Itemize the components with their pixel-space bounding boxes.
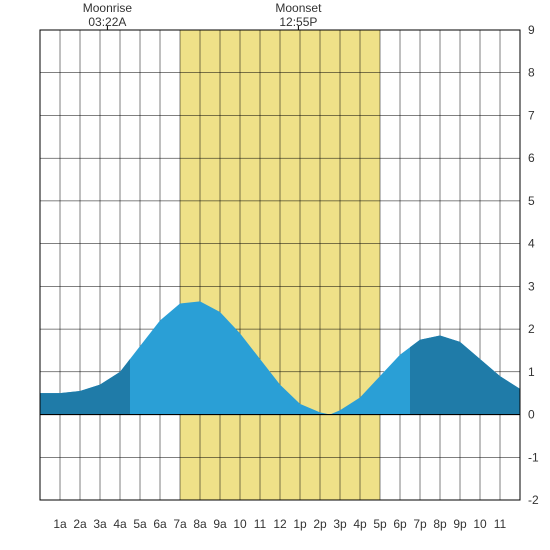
y-tick-label: 5 [528,194,535,208]
moonrise-time: 03:22A [88,15,126,29]
x-tick-label: 2a [73,517,87,531]
x-tick-label: 11 [494,517,507,531]
y-tick-label: 3 [528,279,535,293]
x-tick-label: 9p [453,517,467,531]
x-tick-label: 3a [93,517,107,531]
x-tick-label: 8p [433,517,447,531]
x-tick-label: 10 [233,517,247,531]
tide-chart: -2-101234567891a2a3a4a5a6a7a8a9a1011121p… [0,0,550,550]
x-tick-label: 10 [473,517,487,531]
y-tick-label: 0 [528,408,535,422]
y-tick-label: -1 [528,450,539,464]
x-tick-label: 4p [353,517,367,531]
moonset-time: 12:55P [279,15,317,29]
y-tick-label: 1 [528,365,535,379]
x-tick-label: 8a [193,517,207,531]
y-tick-label: 4 [528,237,535,251]
x-tick-label: 6a [153,517,167,531]
x-tick-label: 5p [373,517,387,531]
x-tick-label: 9a [213,517,227,531]
x-tick-label: 1a [53,517,67,531]
x-tick-label: 7a [173,517,187,531]
x-tick-label: 5a [133,517,147,531]
y-tick-label: 9 [528,23,535,37]
x-tick-label: 1p [293,517,307,531]
y-tick-label: 2 [528,322,535,336]
chart-svg: -2-101234567891a2a3a4a5a6a7a8a9a1011121p… [0,0,550,550]
x-tick-label: 4a [113,517,127,531]
x-tick-label: 12 [273,517,287,531]
x-tick-label: 7p [413,517,427,531]
x-tick-label: 2p [313,517,327,531]
y-tick-label: -2 [528,493,539,507]
x-tick-label: 6p [393,517,407,531]
x-tick-label: 11 [254,517,267,531]
y-tick-label: 6 [528,151,535,165]
y-tick-label: 7 [528,108,535,122]
moonrise-label: Moonrise [83,1,133,15]
moonset-label: Moonset [275,1,322,15]
y-tick-label: 8 [528,66,535,80]
x-tick-label: 3p [333,517,347,531]
